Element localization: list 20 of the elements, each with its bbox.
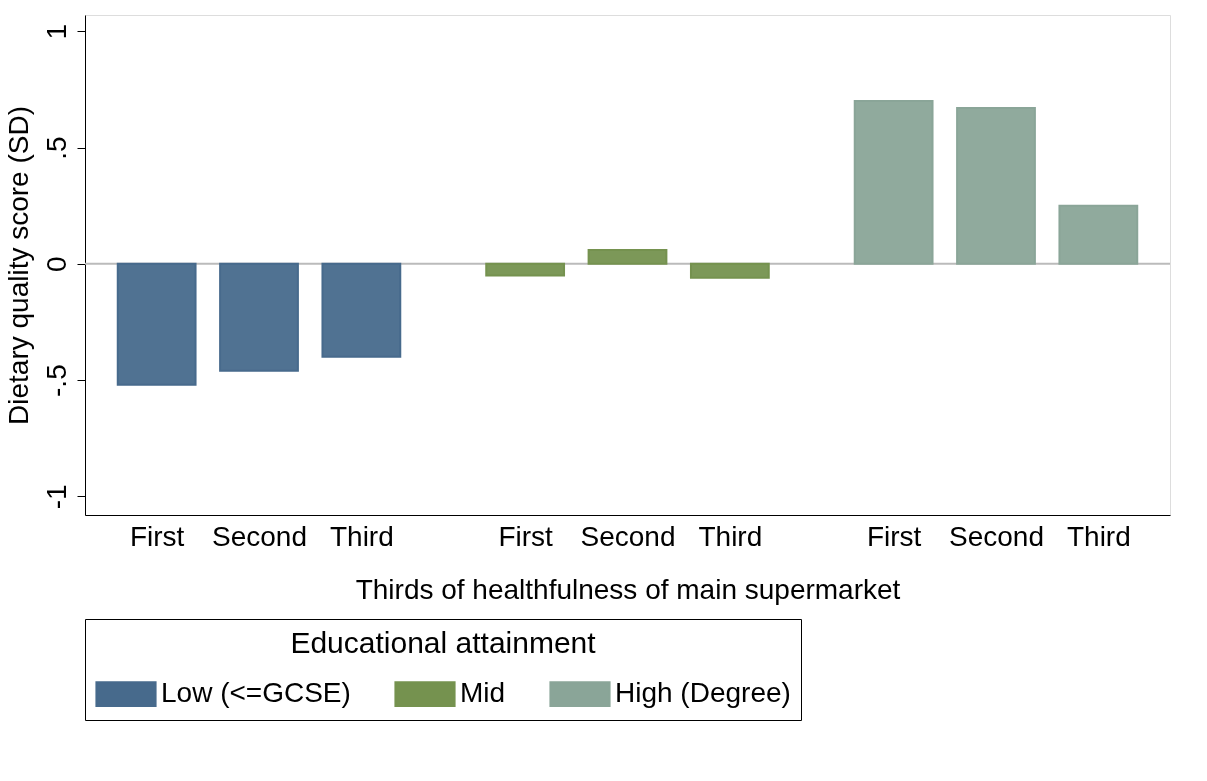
x-tick-label: Third [329,520,394,552]
y-tick-label: 0 [40,256,72,273]
y-tick-label: -1 [40,484,72,510]
legend-label: Low (<=GCSE) [161,677,351,709]
x-tick-label: Second [949,520,1044,552]
y-tick-label: .5 [40,136,72,160]
x-tick-label: Third [698,520,763,552]
x-tick-label: First [498,520,554,552]
legend-title: Educational attainment [290,626,597,659]
x-axis-title: Thirds of healthfulness of main supermarket [355,573,901,605]
y-axis-title: Dietary quality score (SD) [2,106,34,425]
x-tick-label: Second [212,520,307,552]
x-tick-label: Third [1066,520,1131,552]
x-tick-label: First [129,520,185,552]
x-tick-label: Second [580,520,676,552]
y-tick-label: 1 [40,23,72,40]
legend-label: Mid [460,677,506,709]
y-tick-label: -.5 [40,364,72,397]
legend-label: High (Degree) [615,677,791,709]
x-tick-label: First [866,520,922,552]
